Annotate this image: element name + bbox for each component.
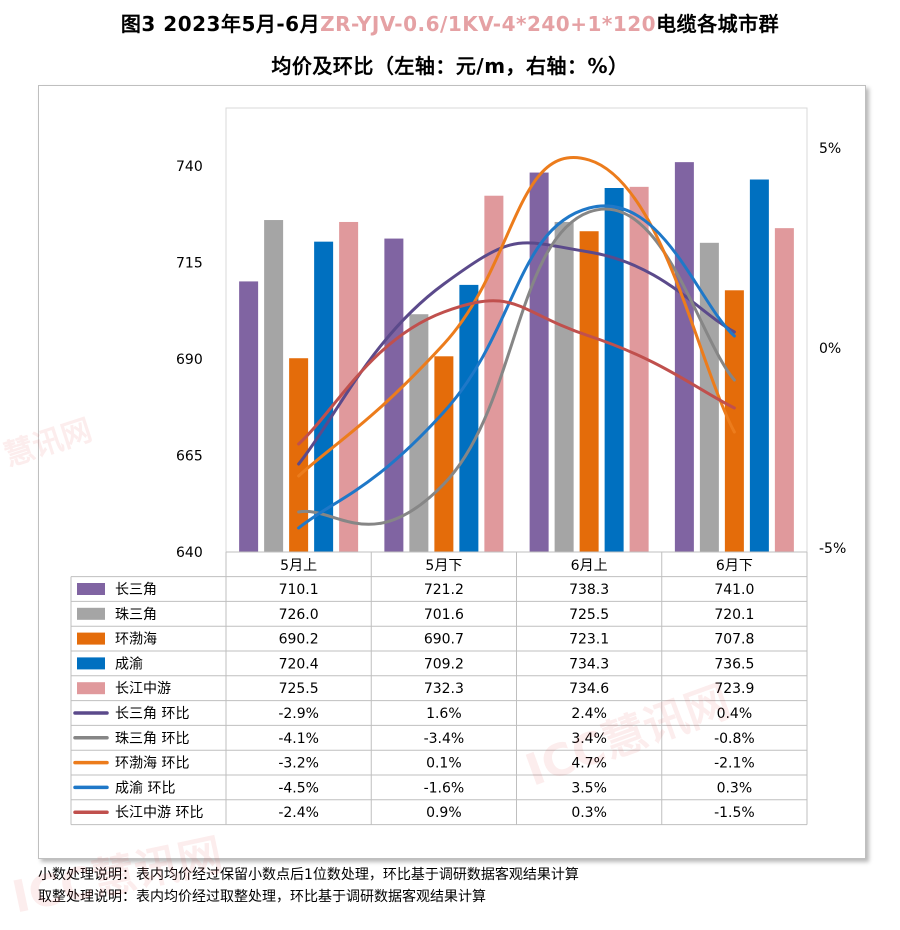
data-label-line-0-0: -2.9% [278, 706, 319, 722]
bar-4-1 [484, 195, 504, 553]
data-label-line-3-1: -1.6% [424, 780, 465, 796]
series-name-bar-1: 珠三角 [115, 607, 157, 623]
chart-title-line-2: 均价及环比（左轴：元/m，右轴：%） [271, 54, 629, 78]
line-series-4 [297, 299, 736, 446]
bar-0-3 [674, 162, 694, 552]
data-label-line-1-3: -0.8% [714, 731, 755, 747]
bar-3-0 [314, 241, 334, 552]
data-label-line-2-0: -3.2% [278, 756, 319, 772]
category-label-3: 6月下 [716, 558, 753, 574]
data-label-bar-4-3: 723.9 [714, 681, 754, 697]
category-label-1: 5月下 [425, 558, 462, 574]
series-name-line-4: 长江中游 环比 [115, 805, 203, 821]
data-label-bar-4-2: 734.6 [569, 681, 609, 697]
legend-key-bar-1 [77, 607, 105, 620]
bar-3-2 [604, 188, 624, 552]
data-label-line-4-1: 0.9% [426, 805, 462, 821]
left-axis-tick-665: 665 [176, 449, 203, 465]
data-label-bar-0-3: 741.0 [714, 582, 754, 598]
bar-1-2 [554, 221, 574, 552]
left-axis-tick-690: 690 [176, 352, 203, 368]
left-axis-tick-740: 740 [176, 159, 203, 175]
bar-1-0 [264, 220, 284, 553]
bar-4-2 [629, 186, 649, 552]
data-label-bar-1-0: 726.0 [279, 607, 319, 623]
note-decimal: 小数处理说明：表内均价经过保留小数点后1位数处理，环比基于调研数据客观结果计算 [38, 867, 579, 883]
data-label-line-0-3: 0.4% [717, 706, 753, 722]
data-label-line-4-2: 0.3% [571, 805, 607, 821]
data-label-bar-1-3: 720.1 [714, 607, 754, 623]
legend-key-bar-2 [77, 632, 105, 645]
data-label-line-2-2: 4.7% [571, 756, 607, 772]
line-series-2 [297, 156, 736, 478]
data-label-line-4-3: -1.5% [714, 805, 755, 821]
legend-key-bar-3 [77, 657, 105, 670]
category-label-0: 5月上 [280, 558, 317, 574]
data-label-bar-0-0: 710.1 [279, 582, 319, 598]
data-label-bar-2-0: 690.2 [279, 632, 319, 648]
data-label-bar-2-1: 690.7 [424, 632, 464, 648]
data-label-bar-3-1: 709.2 [424, 656, 464, 672]
data-label-bar-3-3: 736.5 [714, 656, 754, 672]
bar-3-1 [459, 284, 479, 552]
data-label-line-3-0: -4.5% [278, 780, 319, 796]
series-name-line-0: 长三角 环比 [115, 706, 189, 722]
category-label-2: 6月上 [571, 558, 608, 574]
bar-3-3 [749, 179, 769, 552]
data-label-line-3-3: 0.3% [717, 780, 753, 796]
data-label-bar-1-1: 701.6 [424, 607, 464, 623]
data-label-bar-1-2: 725.5 [569, 607, 609, 623]
data-label-line-4-0: -2.4% [278, 805, 319, 821]
series-name-bar-3: 成渝 [115, 656, 143, 672]
data-label-line-0-2: 2.4% [571, 706, 607, 722]
series-name-line-2: 环渤海 环比 [115, 756, 189, 772]
line-series-3 [297, 204, 736, 530]
data-label-bar-0-1: 721.2 [424, 582, 464, 598]
data-label-bar-3-2: 734.3 [569, 656, 609, 672]
bar-0-2 [529, 172, 549, 552]
data-label-line-1-1: -3.4% [424, 731, 465, 747]
data-label-bar-0-2: 738.3 [569, 582, 609, 598]
data-label-line-2-3: -2.1% [714, 756, 755, 772]
data-label-bar-4-0: 725.5 [279, 681, 319, 697]
left-axis-tick-715: 715 [176, 256, 203, 272]
data-label-line-1-0: -4.1% [278, 731, 319, 747]
legend-key-bar-4 [77, 682, 105, 695]
data-label-line-3-2: 3.5% [571, 780, 607, 796]
bar-2-3 [724, 290, 744, 552]
data-label-line-0-1: 1.6% [426, 706, 462, 722]
data-label-bar-4-1: 732.3 [424, 681, 464, 697]
right-axis-tick-1: 0% [819, 341, 841, 357]
series-name-bar-0: 长三角 [115, 582, 157, 598]
bar-2-1 [434, 356, 454, 552]
data-label-bar-2-3: 707.8 [714, 632, 754, 648]
series-name-bar-4: 长江中游 [115, 681, 171, 697]
bar-2-2 [579, 231, 599, 552]
chart-title-line-1: 图3 2023年5月-6月ZR-YJV-0.6/1KV-4*240+1*120电… [120, 12, 780, 36]
series-name-line-3: 成渝 环比 [115, 780, 175, 796]
right-axis-tick-2: 5% [819, 141, 841, 157]
data-label-line-2-1: 0.1% [426, 756, 462, 772]
legend-key-bar-0 [77, 583, 105, 595]
right-axis-tick-0: -5% [819, 541, 846, 557]
data-label-bar-3-0: 720.4 [279, 656, 319, 672]
line-series-1 [297, 207, 736, 526]
bar-4-3 [774, 228, 794, 552]
line-series-0 [297, 241, 736, 466]
bar-2-0 [289, 358, 309, 552]
note-rounding: 取整处理说明：表内均价经过取整处理，环比基于调研数据客观结果计算 [38, 889, 486, 905]
series-name-line-1: 珠三角 环比 [115, 731, 189, 747]
chart-frame: 640 665 690 715 740 -5% 0% 5% 5月上 5月下 6月上 6月下长三角 710… [38, 85, 866, 859]
bar-0-0 [239, 281, 259, 552]
series-name-bar-2: 环渤海 [115, 632, 157, 648]
data-label-line-1-2: 3.4% [571, 731, 607, 747]
data-label-bar-2-2: 723.1 [569, 632, 609, 648]
left-axis-tick-640: 640 [176, 545, 203, 561]
